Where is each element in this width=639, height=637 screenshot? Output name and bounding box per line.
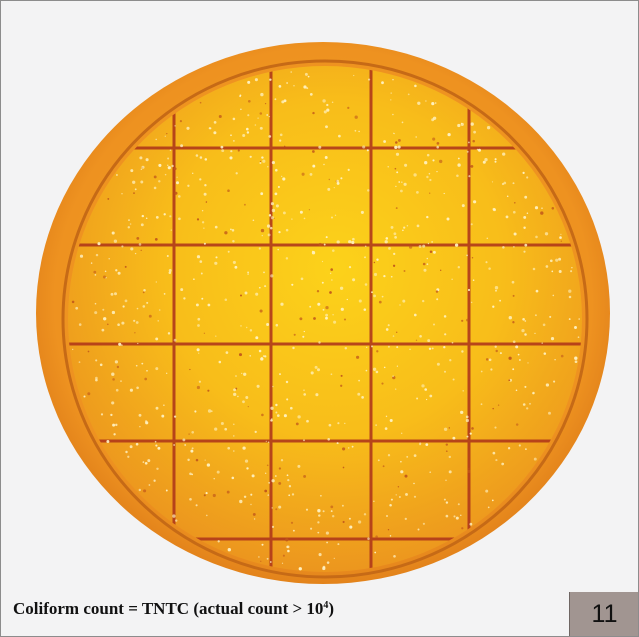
plate-inner-ring <box>61 59 589 579</box>
caption-text: Coliform count = TNTC (actual count > 10 <box>13 599 324 618</box>
figure-caption: Coliform count = TNTC (actual count > 10… <box>13 599 334 619</box>
caption-suffix: ) <box>328 599 335 618</box>
plate-growth-area <box>68 66 582 572</box>
colony-specks <box>71 71 581 571</box>
page-number: 11 <box>591 599 618 628</box>
page-number-badge: 11 <box>569 592 638 636</box>
caption-exponent: 4 <box>323 600 329 611</box>
